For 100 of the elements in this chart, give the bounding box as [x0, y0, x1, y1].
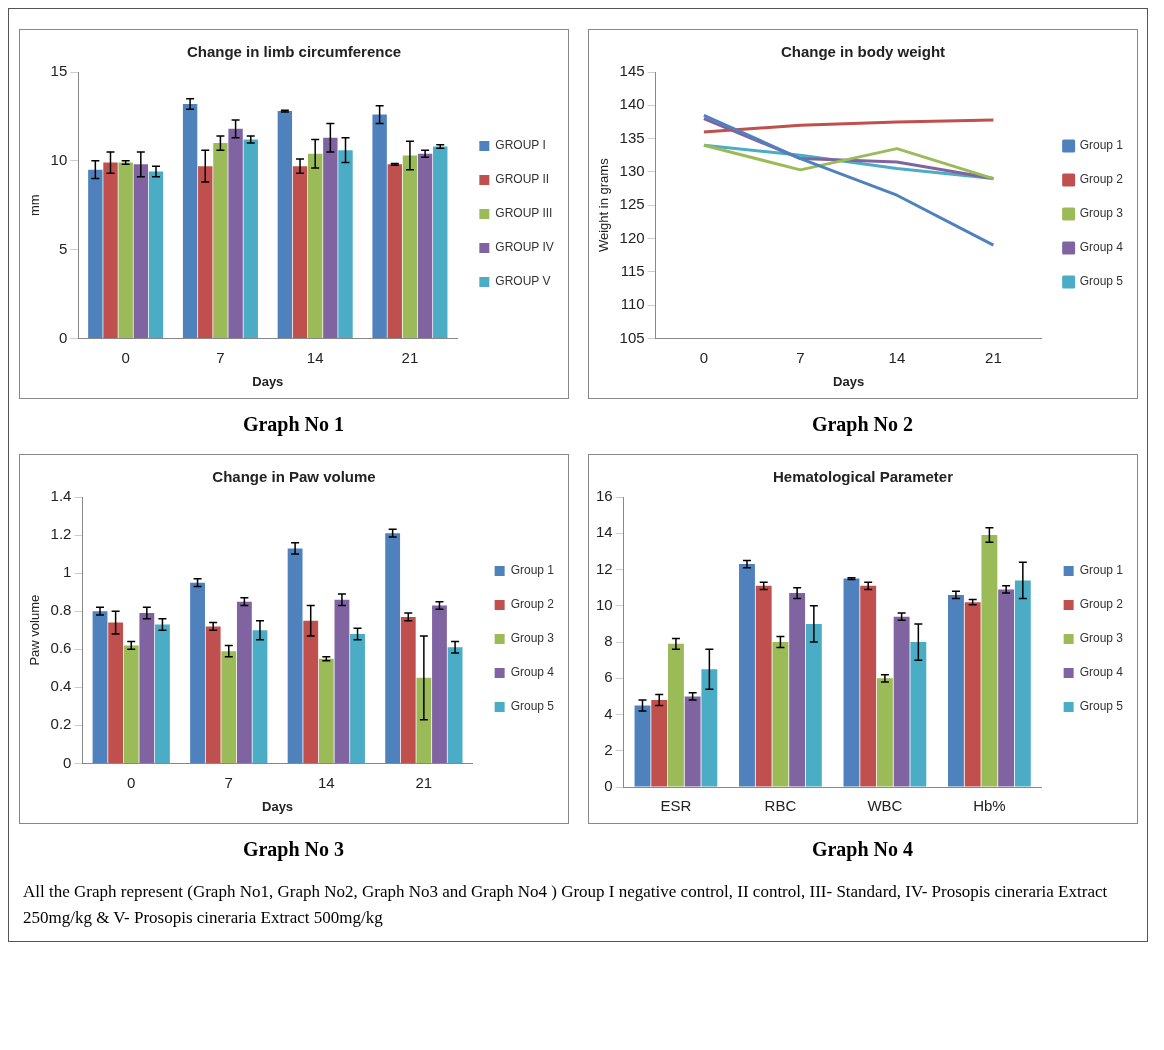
y-tick-label: 2: [603, 740, 613, 758]
legend-label: Group 1: [1079, 138, 1123, 153]
bar: [431, 605, 447, 763]
bar: [138, 613, 154, 763]
y-axis-title: Paw volume: [26, 594, 42, 666]
bar: [964, 602, 981, 787]
y-tick-label: 1.4: [50, 487, 71, 505]
chart-title: Change in Paw volume: [211, 468, 376, 486]
legend-label: Group 1: [510, 563, 554, 578]
bar: [349, 634, 365, 763]
legend-label: Group 4: [1079, 665, 1123, 680]
bar: [909, 642, 926, 787]
bar: [307, 153, 322, 338]
bar: [107, 622, 123, 763]
bar: [123, 645, 139, 763]
x-axis-title: Days: [261, 798, 293, 814]
chart-title: Change in body weight: [780, 43, 945, 61]
bar: [236, 601, 252, 763]
legend-label: GROUP I: [494, 138, 546, 153]
bar: [876, 678, 893, 787]
bar: [334, 599, 349, 763]
text: Graph No 2: [811, 413, 914, 436]
chart-title: Hematological Parameter: [772, 468, 953, 486]
y-tick-label: 0.2: [50, 715, 71, 733]
x-tick-label: 14: [306, 348, 324, 366]
bar: [243, 139, 258, 338]
x-axis-title: Days: [832, 373, 864, 389]
x-tick-label: 21: [415, 773, 432, 791]
x-tick-label: 21: [401, 348, 418, 366]
y-tick-label: 0: [58, 328, 67, 346]
bar: [322, 137, 338, 338]
bar: [447, 647, 462, 763]
bar: [805, 623, 822, 787]
legend-label: Group 5: [1079, 274, 1123, 289]
y-tick-label: 145: [619, 62, 645, 80]
bar: [302, 620, 318, 763]
x-tick-label: 0: [120, 348, 130, 366]
bar: [634, 705, 650, 787]
x-tick-label: 21: [984, 348, 1002, 366]
legend-label: GROUP IV: [494, 240, 554, 255]
bar: [788, 593, 805, 787]
y-tick-label: 0.8: [50, 601, 71, 619]
y-tick-label: 115: [620, 261, 645, 279]
x-tick-label: 0: [699, 348, 708, 366]
legend-label: Group 1: [1079, 563, 1123, 578]
y-tick-label: 125: [619, 195, 645, 213]
y-tick-label: 105: [619, 328, 645, 346]
bar: [400, 616, 416, 763]
bar: [117, 162, 133, 338]
bar: [700, 669, 717, 787]
bar: [387, 164, 402, 338]
x-tick-label: 7: [215, 348, 225, 366]
y-tick-label: 14: [595, 523, 613, 541]
legend-label: Group 5: [510, 699, 554, 714]
bar: [415, 677, 431, 763]
bar: [252, 630, 267, 763]
legend-label: GROUP V: [494, 274, 550, 289]
bar: [997, 589, 1014, 787]
x-tick-label: WBC: [866, 797, 903, 815]
bar: [859, 585, 876, 787]
legend-label: Group 3: [510, 631, 554, 646]
bar: [212, 143, 228, 338]
bar: [843, 578, 859, 787]
bar: [189, 582, 205, 763]
legend-label: Group 4: [510, 665, 554, 680]
y-tick-label: 1.2: [50, 525, 71, 543]
legend-label: Group 2: [1079, 172, 1123, 187]
legend-label: Group 3: [1079, 206, 1123, 221]
bar: [92, 611, 107, 763]
bar: [197, 166, 212, 338]
x-tick-label: RBC: [764, 797, 796, 815]
bar: [417, 153, 432, 338]
bar: [684, 696, 701, 787]
legend-label: Group 4: [1079, 240, 1123, 255]
x-tick-label: 7: [224, 773, 233, 791]
bar: [318, 658, 334, 763]
text: All the Graph represent (Graph No1, Graph No2, Graph No3 and Graph No4 ) Group I negative control, II control, III- Standard, IV- Prosopis cineraria Extract 250mg/kg & V- Prosopis cineraria Extract 500mg/kg: [22, 881, 1109, 929]
bar: [667, 643, 684, 787]
y-tick-label: 8: [603, 632, 613, 650]
text: Graph No 4: [811, 838, 914, 861]
y-tick-label: 12: [595, 559, 613, 577]
bar: [755, 585, 772, 787]
x-tick-label: Hb%: [972, 797, 1006, 815]
bar: [771, 642, 788, 787]
bar: [277, 111, 292, 338]
y-tick-label: 135: [619, 128, 645, 146]
y-axis-title: Weight in grams: [595, 157, 611, 253]
legend-label: GROUP II: [494, 172, 549, 187]
y-tick-label: 0.6: [50, 639, 71, 657]
y-tick-label: 110: [620, 295, 645, 313]
bar: [87, 169, 103, 338]
text: Graph No 3: [242, 838, 345, 861]
bar: [893, 616, 910, 787]
bar: [371, 114, 387, 338]
bar: [384, 533, 400, 763]
y-tick-label: 16: [595, 487, 613, 505]
x-tick-label: 7: [795, 348, 805, 366]
x-tick-label: 14: [317, 773, 335, 791]
y-tick-label: 6: [603, 668, 613, 686]
bar: [650, 700, 667, 787]
